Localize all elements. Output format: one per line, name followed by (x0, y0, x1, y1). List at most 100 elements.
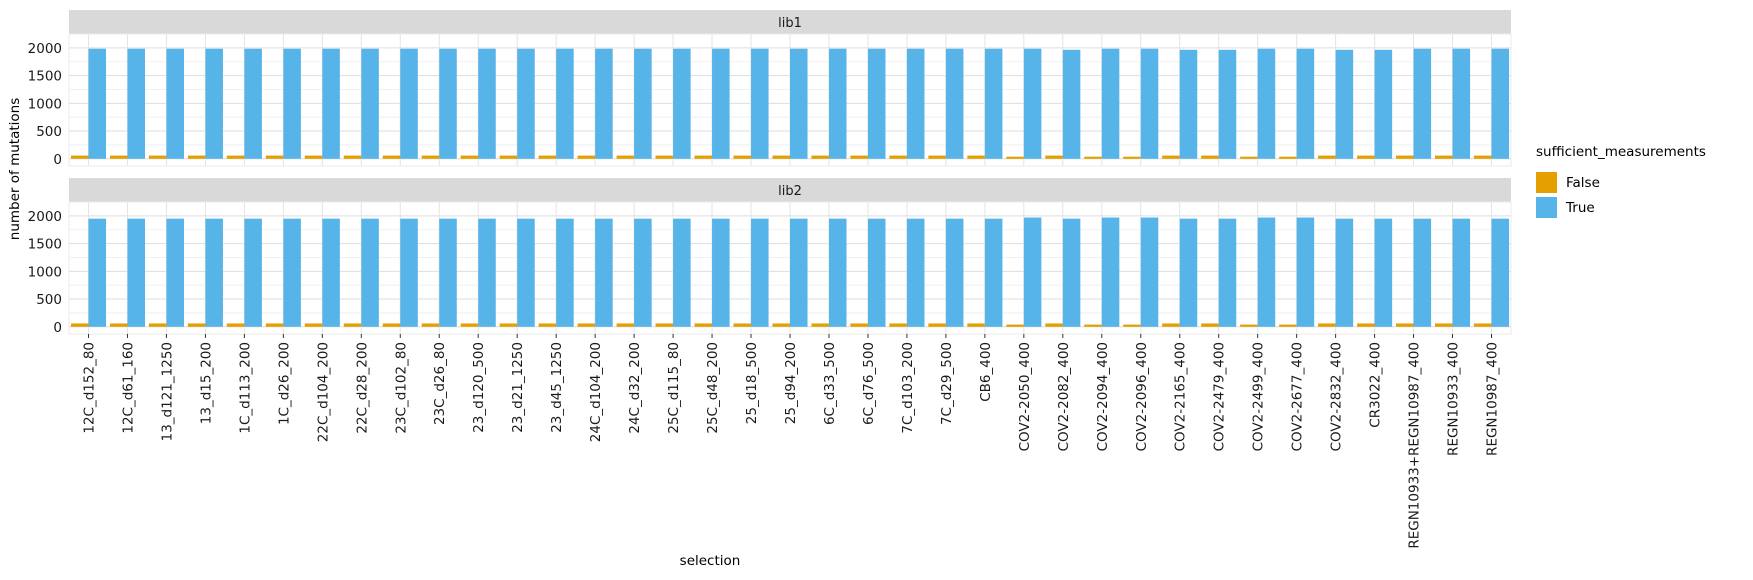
x-tick-label: 13_d121_1250 (159, 342, 175, 441)
bar-true (867, 48, 886, 159)
y-tick-label: 1500 (28, 69, 62, 85)
bar-true (673, 48, 691, 159)
series-false (70, 323, 1492, 327)
bar-true (1023, 217, 1042, 327)
bar-true (1218, 49, 1237, 159)
bar-false (733, 155, 752, 159)
x-tick-labels: 12C_d152_80 12C_d61_160 13_d121_1250 13_d15… (81, 334, 1501, 549)
bar-false (1435, 155, 1453, 159)
bar-true (88, 218, 107, 327)
bar-false (499, 323, 518, 327)
bar-true (1101, 48, 1120, 159)
bar-false (382, 155, 401, 159)
bar-true (751, 218, 769, 327)
x-tick-label: COV2-2832_400 (1329, 342, 1345, 451)
bar-false (811, 155, 829, 159)
bar-true (166, 48, 184, 159)
bar-false (499, 155, 518, 159)
series-false (70, 155, 1492, 159)
bar-true (439, 48, 457, 159)
bar-false (538, 323, 557, 327)
bar-false (343, 323, 362, 327)
y-tick-label: 500 (36, 124, 62, 140)
bar-false (421, 323, 440, 327)
bar-true (1452, 218, 1471, 327)
x-tick-label: REGN10987_400 (1485, 342, 1501, 456)
legend-title: sufficient_measurements (1536, 144, 1706, 160)
legend-swatch-true (1536, 197, 1557, 218)
bar-true (1023, 48, 1042, 159)
bar-true (478, 48, 496, 159)
bar-false (265, 155, 284, 159)
y-axis-title: number of mutations (7, 98, 23, 240)
bar-true (595, 48, 613, 159)
bar-true (1452, 48, 1471, 159)
y-tick-label: 1000 (28, 96, 62, 112)
bar-true (166, 218, 184, 327)
x-tick-label: COV2-2479_400 (1212, 342, 1228, 451)
x-tick-label: 13_d15_200 (198, 342, 214, 424)
bar-false (187, 155, 206, 159)
bar-false (1162, 155, 1180, 159)
bar-false (1006, 324, 1024, 327)
bar-false (148, 323, 167, 327)
bar-true (478, 218, 496, 327)
bar-true (595, 218, 613, 327)
bar-true (1257, 217, 1276, 327)
bar-false (616, 323, 635, 327)
bar-false (421, 155, 440, 159)
x-tick-label: 25C_d115_80 (666, 342, 682, 434)
x-tick-label: 22C_d28_200 (354, 342, 370, 434)
x-tick-label: 12C_d61_160 (120, 342, 136, 434)
y-tick-label: 1000 (28, 264, 62, 280)
facet-strip-label: lib2 (778, 184, 802, 199)
x-tick-label: COV2-2082_400 (1056, 342, 1072, 451)
bar-true (712, 48, 730, 159)
bar-true (1179, 49, 1198, 159)
bar-true (1062, 218, 1081, 327)
bar-false (343, 155, 362, 159)
x-tick-label: 1C_d113_200 (237, 342, 253, 434)
x-tick-label: 6C_d76_500 (861, 342, 877, 425)
bar-false (1240, 324, 1258, 327)
x-tick-label: CB6_400 (978, 342, 994, 402)
y-tick-label: 2000 (28, 41, 62, 57)
bar-true (1296, 48, 1315, 159)
bar-false (889, 323, 907, 327)
bar-false (382, 323, 401, 327)
bar-true (1413, 48, 1432, 159)
series-true (88, 48, 1510, 159)
x-tick-label: COV2-2499_400 (1251, 342, 1267, 451)
bar-false (1396, 155, 1414, 159)
bar-false (109, 323, 128, 327)
bar-false (226, 323, 245, 327)
bar-true (400, 218, 418, 327)
bar-false (694, 155, 713, 159)
x-tick-label: COV2-2677_400 (1290, 342, 1306, 451)
bar-true (322, 218, 340, 327)
bar-true (712, 218, 730, 327)
bar-true (1296, 217, 1315, 327)
bar-true (556, 48, 574, 159)
bar-false (655, 155, 674, 159)
bar-true (244, 48, 262, 159)
bar-false (1357, 323, 1375, 327)
bar-false (460, 155, 479, 159)
bar-true (205, 48, 223, 159)
bar-false (655, 323, 674, 327)
bar-false (1201, 323, 1219, 327)
bar-true (1413, 218, 1432, 327)
bar-false (1006, 156, 1024, 159)
bar-true (867, 218, 886, 327)
x-tick-label: COV2-2050_400 (1017, 342, 1033, 451)
panel-lib1: lib1 0 500 1000 1500 2000 (28, 10, 1512, 168)
bar-true (127, 48, 145, 159)
bar-true (517, 48, 535, 159)
x-tick-label: 1C_d26_200 (276, 342, 292, 425)
bar-true (673, 218, 691, 327)
bar-true (1491, 218, 1510, 327)
bar-true (751, 48, 769, 159)
y-tick-label: 500 (36, 292, 62, 308)
x-tick-label: 25_d94_200 (783, 342, 799, 424)
